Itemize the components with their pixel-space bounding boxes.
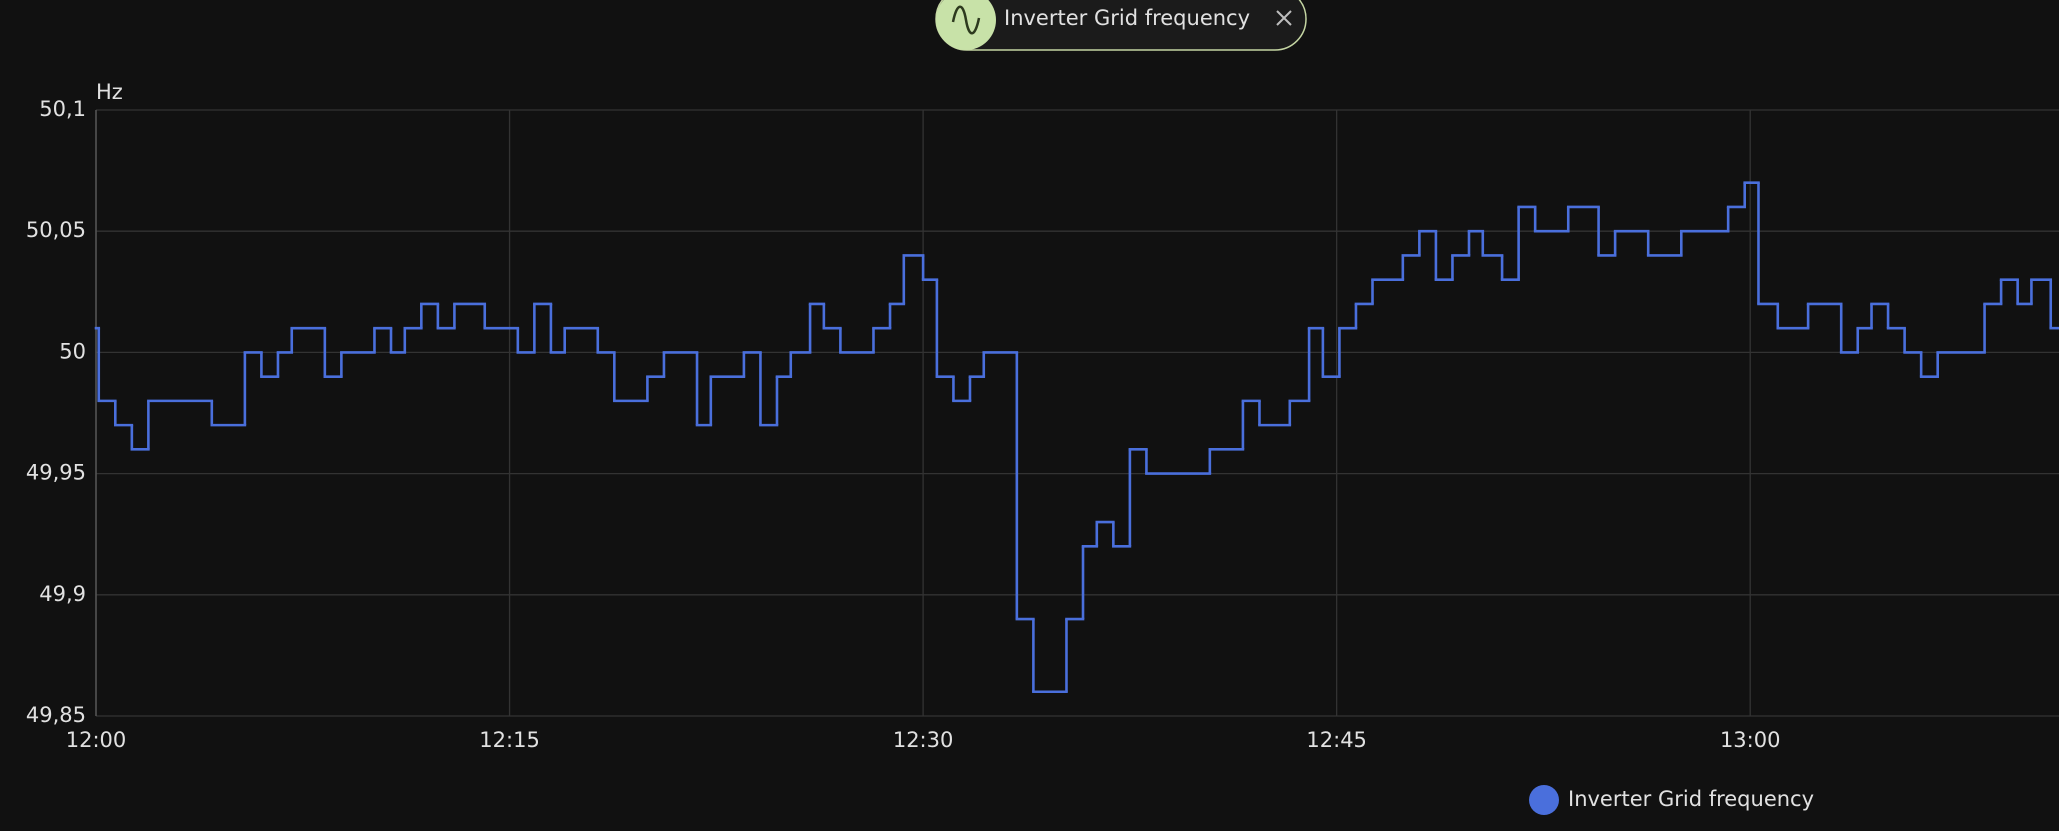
y-tick-label: 49,95 <box>26 461 86 485</box>
filter-chip[interactable]: Inverter Grid frequency <box>935 0 1307 51</box>
x-tick-label: 12:15 <box>479 728 540 752</box>
chip-frame[interactable] <box>935 0 1307 51</box>
chip-close[interactable] <box>1276 10 1292 26</box>
y-tick-label: 50 <box>59 339 86 363</box>
chip-label: Inverter Grid frequency <box>1004 6 1250 30</box>
series-line <box>94 181 2059 694</box>
x-tick-label: 12:00 <box>66 728 127 752</box>
y-unit: Hz <box>96 80 123 104</box>
legend-swatch <box>1529 785 1559 815</box>
sine-icon <box>951 5 981 35</box>
x-tick-label: 12:45 <box>1306 728 1367 752</box>
legend-label: Inverter Grid frequency <box>1568 787 1814 811</box>
x-tick-label: 12:30 <box>893 728 954 752</box>
y-tick-label: 49,9 <box>39 582 86 606</box>
y-tick-label: 50,1 <box>39 97 86 121</box>
x-tick-label: 13:00 <box>1720 728 1781 752</box>
y-tick-label: 49,85 <box>26 703 86 727</box>
y-tick-label: 50,05 <box>26 218 86 242</box>
